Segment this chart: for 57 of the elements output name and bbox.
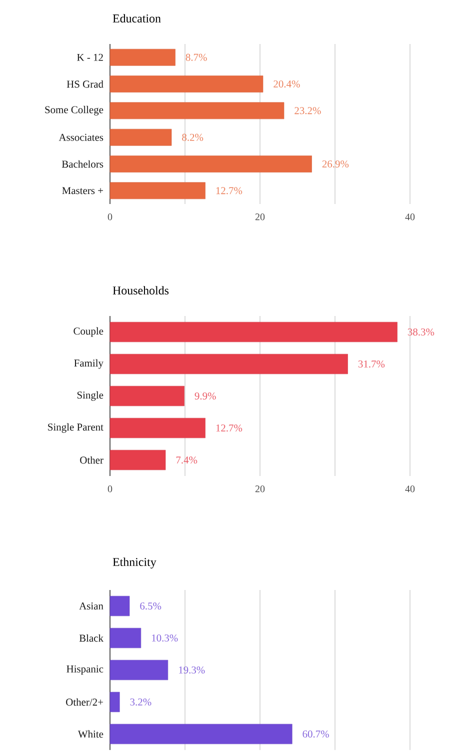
data-label: 9.9% xyxy=(194,392,216,400)
y-tick-label: Masters + xyxy=(62,187,103,194)
bar xyxy=(110,182,206,200)
x-tick-label: 40 xyxy=(405,486,415,492)
y-tick-label: K - 12 xyxy=(77,54,103,61)
data-label: 3.2% xyxy=(130,698,152,706)
data-label: 31.7% xyxy=(358,360,385,368)
bar xyxy=(110,354,348,374)
data-label: 60.7% xyxy=(302,730,329,738)
bar xyxy=(110,128,172,146)
bar xyxy=(110,386,184,406)
bar xyxy=(110,322,398,342)
data-label: 19.3% xyxy=(179,666,205,674)
data-label: 23.2% xyxy=(294,107,321,114)
y-tick-label: Single xyxy=(77,391,104,401)
y-tick-label: HS Grad xyxy=(66,80,104,88)
y-tick-label: Other xyxy=(80,456,104,464)
y-tick-label: Asian xyxy=(79,602,104,610)
y-tick-label: Hispanic xyxy=(66,665,104,675)
data-label: 6.5% xyxy=(140,602,162,610)
bar xyxy=(110,76,264,92)
data-label: 20.4% xyxy=(274,80,300,88)
data-label: 8.2% xyxy=(182,134,204,141)
bar xyxy=(110,628,142,648)
data-label: 7.4% xyxy=(176,456,198,464)
bar xyxy=(110,692,120,712)
x-tick-label: 0 xyxy=(108,486,112,492)
y-tick-label: Other/2+ xyxy=(66,698,103,706)
bar xyxy=(110,48,176,66)
y-tick-label: Associates xyxy=(58,134,104,141)
y-tick-label: Some College xyxy=(45,106,104,116)
y-tick-label: Black xyxy=(79,634,104,642)
y-tick-label: Couple xyxy=(74,327,104,337)
chart-title: Education xyxy=(112,14,161,22)
bar xyxy=(110,596,130,616)
y-tick-label: Single Parent xyxy=(48,423,104,433)
bar xyxy=(110,102,284,120)
x-tick-label: 20 xyxy=(255,214,265,220)
data-label: 12.7% xyxy=(216,187,242,194)
y-tick-label: White xyxy=(78,730,104,738)
x-tick-label: 40 xyxy=(405,214,415,220)
bar xyxy=(110,156,312,172)
y-tick-label: Bachelors xyxy=(62,160,104,168)
chart-title: Ethnicity xyxy=(112,558,156,569)
data-label: 26.9% xyxy=(322,160,349,168)
chart-title: Households xyxy=(112,286,169,294)
x-tick-label: 20 xyxy=(255,486,265,492)
bar xyxy=(110,418,206,438)
data-label: 38.3% xyxy=(408,328,434,336)
y-tick-label: Family xyxy=(74,359,104,369)
bar xyxy=(110,724,292,744)
x-tick-label: 0 xyxy=(108,214,112,220)
data-label: 10.3% xyxy=(152,634,178,642)
bar xyxy=(110,450,166,470)
data-label: 12.7% xyxy=(216,424,242,432)
data-label: 8.7% xyxy=(186,54,207,61)
bar xyxy=(110,660,168,680)
